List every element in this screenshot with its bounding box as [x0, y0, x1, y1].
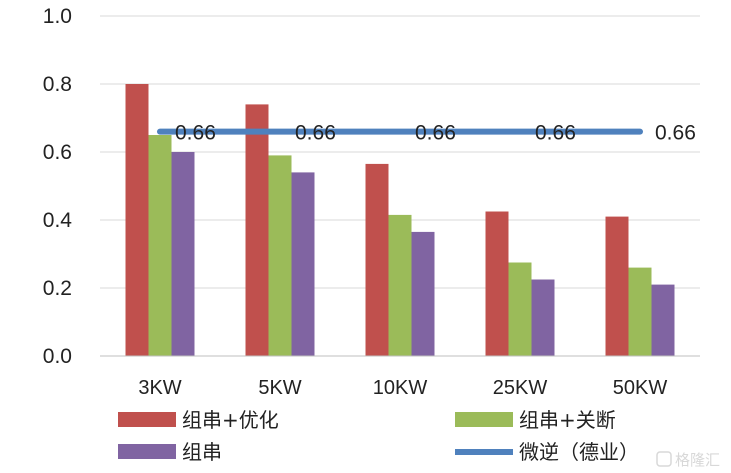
legend-label-series-2: 组串+关断: [519, 408, 616, 432]
y-tick-label: 0.4: [43, 209, 73, 232]
legend: 组串+优化 组串+关断 组串 微逆（德业）: [118, 408, 639, 464]
bar: [125, 84, 149, 356]
data-label: 0.66: [415, 122, 456, 145]
line-series: 0.66 0.66 0.66 0.66 0.66: [157, 122, 696, 145]
watermark: 格隆汇: [656, 451, 720, 469]
x-axis: 3KW 5KW 10KW 25KW 50KW: [100, 355, 700, 399]
x-tick-label: 3KW: [138, 377, 181, 399]
bar: [508, 262, 532, 356]
data-label: 0.66: [535, 122, 576, 145]
y-tick-label: 0.0: [43, 345, 72, 368]
y-axis: 0.0 0.2 0.4 0.6 0.8 1.0: [43, 5, 73, 368]
bar: [268, 155, 292, 356]
x-tick-label: 5KW: [258, 377, 301, 399]
bar: [245, 104, 269, 357]
data-label: 0.66: [295, 122, 336, 145]
watermark-text: 格隆汇: [675, 451, 720, 469]
bar: [628, 267, 652, 356]
bar: [605, 216, 629, 356]
legend-swatch-series-3: [118, 444, 176, 459]
bar: [651, 284, 675, 356]
bar: [411, 231, 435, 356]
bar: [485, 211, 509, 356]
legend-swatch-series-1: [118, 412, 176, 427]
legend-label-series-3: 组串: [182, 440, 222, 464]
x-tick-label: 50KW: [613, 377, 668, 399]
bar: [365, 163, 389, 356]
legend-label-line: 微逆（德业）: [519, 440, 639, 464]
bars: [125, 84, 675, 357]
watermark-logo-icon: [656, 451, 672, 467]
y-tick-label: 0.2: [43, 277, 72, 300]
bar: [171, 152, 195, 356]
data-label: 0.66: [175, 122, 216, 145]
y-tick-label: 0.6: [43, 141, 72, 164]
x-tick-label: 10KW: [373, 377, 428, 399]
bar: [148, 135, 172, 356]
y-tick-label: 0.8: [43, 73, 72, 96]
x-tick-label: 25KW: [493, 377, 548, 399]
bar: [291, 172, 315, 356]
data-label: 0.66: [655, 122, 696, 145]
y-tick-label: 1.0: [43, 5, 72, 28]
legend-swatch-series-2: [455, 412, 513, 427]
legend-label-series-1: 组串+优化: [182, 408, 279, 432]
bar: [531, 279, 555, 356]
bar: [388, 214, 412, 356]
